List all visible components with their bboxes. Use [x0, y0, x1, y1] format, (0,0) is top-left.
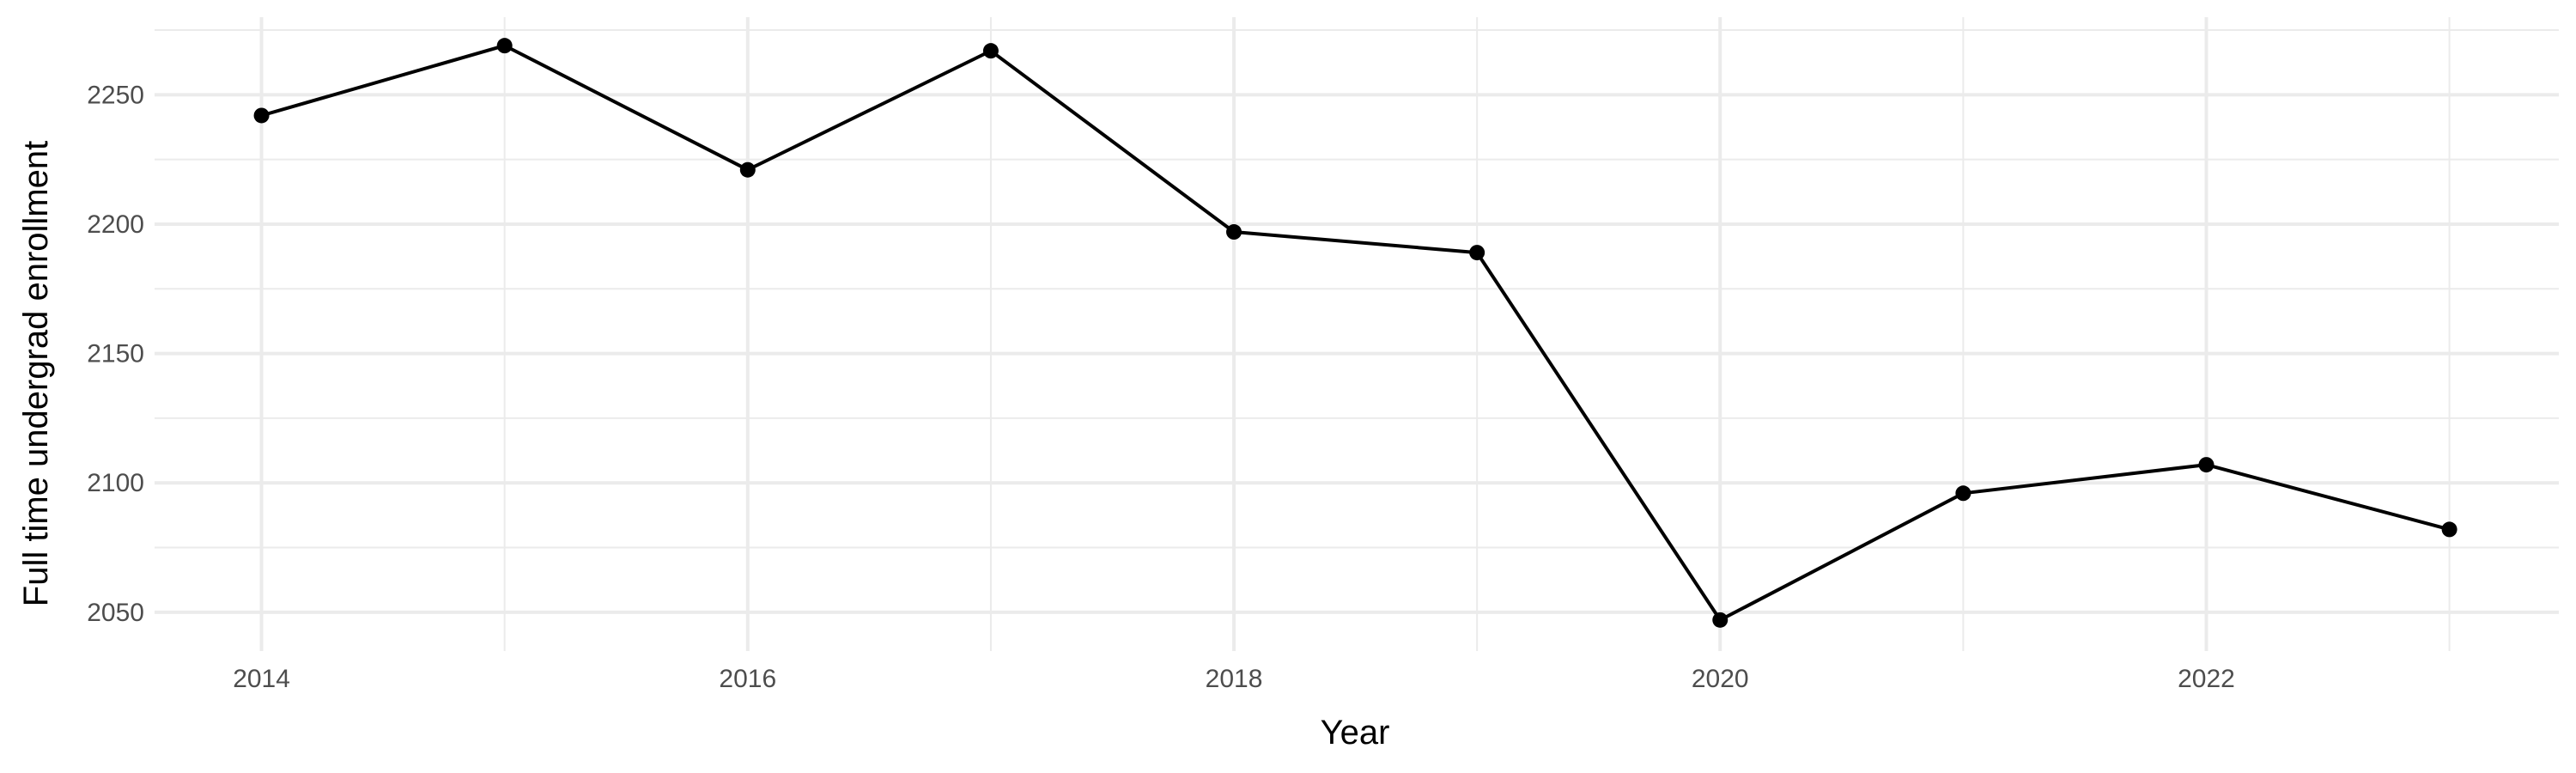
data-point [739, 161, 756, 178]
series-line [261, 44, 2451, 622]
data-point [496, 38, 513, 54]
x-tick-label: 2022 [2178, 665, 2235, 693]
x-tick-label: 2018 [1206, 665, 1263, 693]
y-axis-tick-labels: 2050 2100 2150 2200 2250 [87, 81, 144, 626]
x-tick-label: 2020 [1692, 665, 1749, 693]
data-point [2198, 457, 2215, 473]
y-tick-label: 2050 [87, 599, 144, 627]
series-points [253, 38, 2458, 628]
major-gridlines [155, 17, 2559, 651]
y-tick-label: 2200 [87, 210, 144, 239]
x-axis-tick-labels: 2014 2016 2018 2020 2022 [233, 665, 2235, 693]
data-point [982, 43, 999, 59]
data-point [1712, 612, 1728, 628]
x-tick-label: 2014 [233, 665, 290, 693]
minor-gridlines [155, 17, 2559, 651]
x-axis-title: Year [1321, 714, 1390, 752]
x-tick-label: 2016 [719, 665, 776, 693]
data-point [1226, 224, 1242, 240]
y-tick-label: 2150 [87, 340, 144, 368]
data-point [1955, 485, 1971, 502]
y-tick-label: 2250 [87, 81, 144, 109]
data-point [253, 107, 270, 124]
y-axis-title: Full time undergrad enrollment [17, 141, 55, 606]
y-tick-label: 2100 [87, 469, 144, 497]
data-point [2441, 521, 2458, 538]
data-point [1469, 245, 1485, 261]
